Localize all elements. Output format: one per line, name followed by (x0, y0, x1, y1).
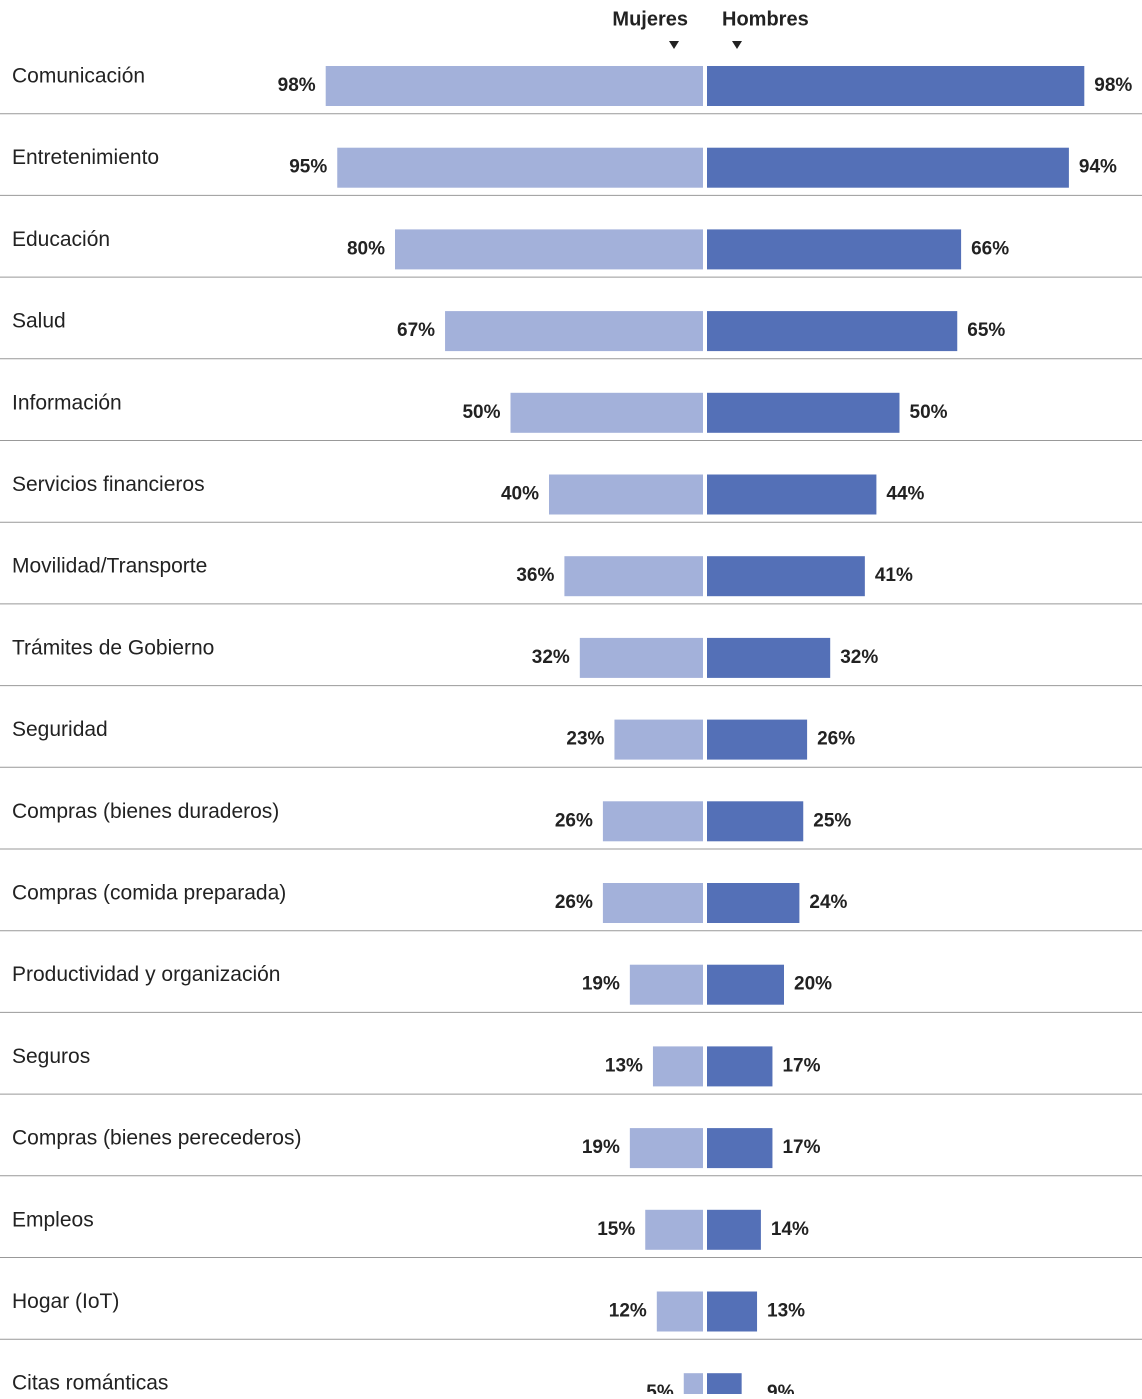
category-label: Comunicación (12, 65, 145, 88)
value-label: 50% (462, 402, 500, 423)
bar (564, 556, 703, 597)
value-label: 14% (771, 1219, 809, 1240)
value-label: 24% (809, 892, 847, 913)
value-label: 50% (910, 402, 948, 423)
category-label: Citas románticas (12, 1372, 168, 1394)
value-label: 19% (582, 1137, 620, 1158)
bar (707, 311, 958, 352)
bar (683, 1373, 703, 1399)
value-label: 67% (397, 320, 435, 341)
bar (549, 474, 703, 515)
category-label: Seguros (12, 1045, 90, 1068)
category-label: Trámites de Gobierno (12, 636, 214, 659)
bar (707, 719, 808, 760)
category-label: Entretenimiento (12, 146, 159, 169)
bar (707, 801, 804, 842)
value-label: 36% (516, 565, 554, 586)
value-label: 26% (555, 892, 593, 913)
bar (645, 1209, 703, 1250)
category-label: Compras (bienes duraderos) (12, 800, 279, 823)
bar (602, 883, 703, 923)
value-label: 94% (1079, 157, 1117, 178)
value-label: 26% (817, 729, 855, 750)
category-label: Servicios financieros (12, 473, 205, 496)
bar (445, 311, 703, 352)
value-label: 44% (886, 484, 924, 505)
bar (395, 229, 703, 270)
value-label: 25% (813, 810, 851, 831)
bar (652, 1046, 703, 1087)
category-label: Compras (comida preparada) (12, 882, 286, 905)
bar (629, 964, 703, 1005)
bar (614, 719, 703, 760)
bar (707, 1373, 742, 1399)
category-label: Hogar (IoT) (12, 1290, 119, 1313)
value-label: 17% (782, 1055, 820, 1076)
category-label: Productividad y organización (12, 963, 281, 986)
value-label: 20% (794, 974, 832, 995)
value-label: 98% (278, 75, 316, 96)
bar (656, 1291, 703, 1332)
bar (707, 1128, 773, 1169)
value-label: 13% (605, 1055, 643, 1076)
value-label: 95% (289, 157, 327, 178)
value-label: 15% (597, 1219, 635, 1240)
bar (707, 637, 831, 678)
bar (707, 147, 1069, 188)
value-label: 5% (646, 1382, 674, 1394)
value-label: 65% (967, 320, 1005, 341)
bar (510, 392, 703, 433)
value-label: 13% (767, 1301, 805, 1322)
value-label: 9% (767, 1382, 795, 1394)
category-label: Salud (12, 310, 66, 333)
bar (707, 229, 962, 270)
value-label: 12% (609, 1301, 647, 1322)
category-label: Educación (12, 228, 110, 251)
bar (602, 801, 703, 842)
value-label: 66% (971, 238, 1009, 259)
series-header: Hombres (722, 8, 809, 30)
category-label: Empleos (12, 1208, 94, 1231)
value-label: 23% (566, 729, 604, 750)
bar (325, 66, 703, 106)
bar (629, 1128, 703, 1169)
category-label: Seguridad (12, 718, 108, 741)
series-header: Mujeres (612, 8, 688, 30)
header-arrow (669, 41, 679, 49)
bar (707, 883, 800, 923)
value-label: 41% (875, 565, 913, 586)
bar (707, 1046, 773, 1087)
bar (707, 474, 877, 515)
bar (337, 147, 703, 188)
value-label: 98% (1094, 75, 1132, 96)
category-label: Información (12, 391, 122, 414)
value-label: 19% (582, 974, 620, 995)
header-arrow (732, 41, 742, 49)
value-label: 32% (840, 647, 878, 668)
category-label: Compras (bienes perecederos) (12, 1127, 301, 1150)
bar (707, 1291, 758, 1332)
bar (707, 964, 784, 1005)
bar (707, 66, 1085, 106)
value-label: 32% (532, 647, 570, 668)
bar (707, 392, 900, 433)
value-label: 26% (555, 810, 593, 831)
bar (579, 637, 703, 678)
bar (707, 556, 865, 597)
category-label: Movilidad/Transporte (12, 555, 207, 578)
value-label: 80% (347, 238, 385, 259)
bar (707, 1209, 761, 1250)
value-label: 40% (501, 484, 539, 505)
value-label: 17% (782, 1137, 820, 1158)
